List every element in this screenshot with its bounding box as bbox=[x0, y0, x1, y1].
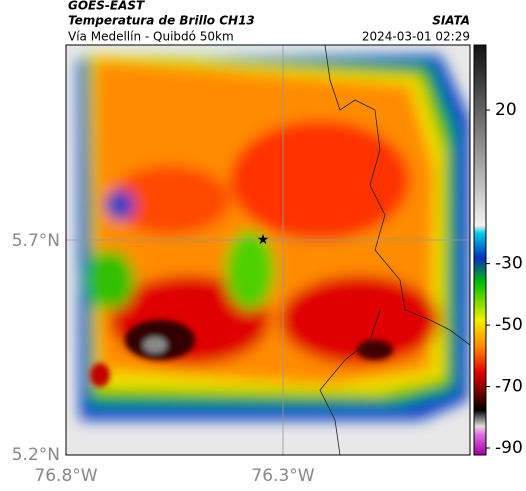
lat-label: 5.7°N bbox=[12, 231, 60, 251]
satellite-image: ★ bbox=[66, 45, 470, 455]
timestamp: 2024-03-01 02:29 bbox=[362, 30, 470, 44]
colorbar-ticks: 20 -30 -50 -70 -90 bbox=[486, 100, 523, 458]
lon-label: 76.8°W bbox=[34, 466, 97, 486]
lon-label: 76.3°W bbox=[251, 466, 314, 486]
colorbar-tick-label: -30 bbox=[495, 254, 523, 274]
colorbar bbox=[473, 44, 487, 456]
colorbar-tick-label: -70 bbox=[495, 377, 523, 397]
colorbar-tick-label: 20 bbox=[495, 100, 517, 120]
lat-label: 5.2°N bbox=[12, 445, 60, 465]
source: GOES-EAST bbox=[68, 0, 145, 13]
subtitle: Vía Medellín - Quibdó 50km bbox=[68, 30, 234, 44]
colorbar-tick-label: -50 bbox=[495, 315, 523, 335]
svg-text:★: ★ bbox=[257, 232, 270, 248]
agency: SIATA bbox=[432, 14, 470, 28]
title: Temperatura de Brillo CH13 bbox=[68, 14, 255, 28]
colorbar-tick-label: -90 bbox=[495, 438, 523, 458]
